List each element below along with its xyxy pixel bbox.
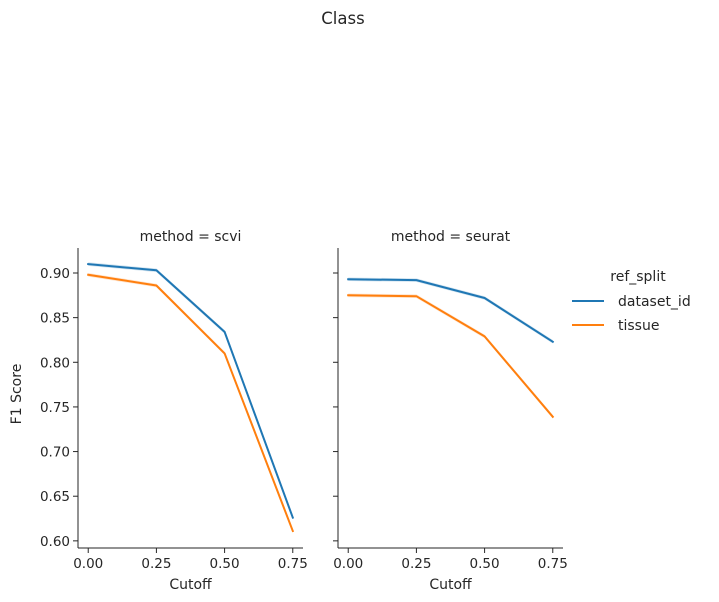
panel-title: method = scvi xyxy=(140,229,242,245)
panel-scvi: method = scvi 0.60 0.65 0.70 0.75 0.80 0.85 0.9… xyxy=(40,229,308,593)
y-tick-label: 0.65 xyxy=(40,489,70,505)
x-tick-label: 0.25 xyxy=(141,556,171,572)
y-axis-label: F1 Score xyxy=(9,364,25,425)
x-tick-label: 0.00 xyxy=(333,556,363,572)
series-line-tissue xyxy=(347,294,555,419)
figure-title: Class xyxy=(321,9,364,28)
legend-title: ref_split xyxy=(610,269,666,285)
series-ci-band xyxy=(348,277,553,344)
x-tick-label: 0.25 xyxy=(401,556,431,572)
series-ci-band xyxy=(348,293,553,419)
x-tick-label: 0.00 xyxy=(73,556,103,572)
y-tick-label: 0.80 xyxy=(40,355,70,371)
y-tick-label: 0.85 xyxy=(40,311,70,327)
x-axis-label: Cutoff xyxy=(169,577,212,593)
x-tick-label: 0.75 xyxy=(278,556,308,572)
panel-seurat: method = seurat 0.00 0.25 0.50 0.75 Cutoff xyxy=(333,229,568,593)
legend-label: tissue xyxy=(618,318,659,334)
series-line-dataset_id xyxy=(87,263,295,519)
x-tick-label: 0.50 xyxy=(470,556,500,572)
series-line-tissue xyxy=(87,273,295,533)
x-axis-label: Cutoff xyxy=(429,577,472,593)
x-tick-label: 0.75 xyxy=(538,556,568,572)
panel-title: method = seurat xyxy=(391,229,511,245)
y-tick-label: 0.60 xyxy=(40,534,70,550)
series-line-dataset_id xyxy=(347,278,555,344)
legend-label: dataset_id xyxy=(618,294,691,310)
y-tick-label: 0.70 xyxy=(40,445,70,461)
y-tick-label: 0.75 xyxy=(40,400,70,416)
x-tick-label: 0.50 xyxy=(210,556,240,572)
series-ci-band xyxy=(88,273,293,533)
y-tick-label: 0.90 xyxy=(40,266,70,282)
